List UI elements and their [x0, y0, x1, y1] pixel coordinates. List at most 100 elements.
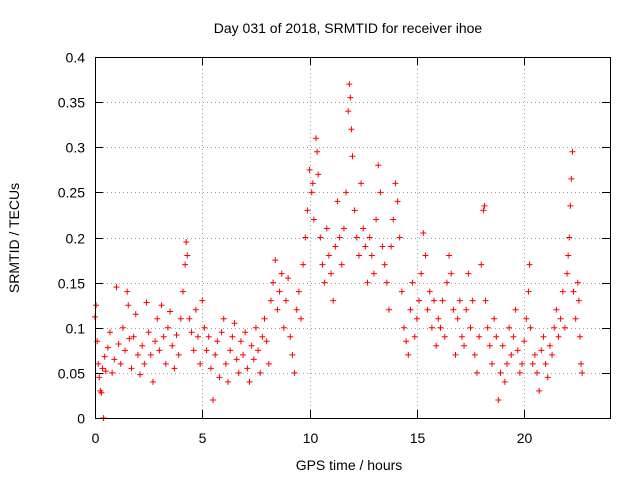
data-point	[330, 297, 337, 304]
data-point	[164, 324, 171, 331]
data-point	[416, 297, 423, 304]
data-point	[227, 347, 234, 354]
data-point	[128, 365, 135, 372]
data-point	[317, 234, 324, 241]
data-point	[248, 342, 255, 349]
data-point	[568, 175, 575, 182]
data-point	[171, 365, 178, 372]
data-point	[95, 360, 102, 367]
data-point	[126, 335, 133, 342]
data-point	[540, 333, 547, 340]
x-tick-label: 5	[199, 430, 207, 446]
data-point	[514, 347, 521, 354]
data-point	[134, 351, 141, 358]
data-point	[188, 329, 195, 336]
data-point	[122, 347, 129, 354]
data-point	[578, 360, 585, 367]
data-point	[250, 356, 257, 363]
data-point	[566, 234, 573, 241]
data-point	[407, 306, 414, 313]
data-point	[111, 356, 118, 363]
data-point	[130, 333, 137, 340]
data-point	[137, 371, 144, 378]
data-point	[405, 351, 412, 358]
data-point	[529, 360, 536, 367]
data-point	[516, 369, 523, 376]
axis-ticks: 0 0.05 0.1 0.15 0.2 0.25 0.3 0.35 0.4 0 5 10 15 20	[58, 50, 610, 446]
data-point	[358, 180, 365, 187]
data-point	[169, 342, 176, 349]
data-point	[579, 369, 586, 376]
data-point	[549, 351, 556, 358]
data-point	[413, 315, 420, 322]
data-point	[422, 252, 429, 259]
data-point	[506, 324, 513, 331]
data-point	[546, 342, 553, 349]
data-point	[403, 338, 410, 345]
data-point	[186, 315, 193, 322]
y-tick-label: 0.1	[66, 321, 86, 337]
data-point	[145, 329, 152, 336]
data-point	[255, 347, 262, 354]
data-point	[544, 374, 551, 381]
data-point	[463, 306, 470, 313]
data-point	[561, 324, 568, 331]
data-point	[495, 396, 502, 403]
data-point	[125, 302, 132, 309]
data-point	[233, 356, 240, 363]
data-point	[388, 243, 395, 250]
data-point	[237, 338, 244, 345]
data-point	[481, 202, 488, 209]
data-point	[267, 297, 274, 304]
data-point	[214, 338, 221, 345]
x-tick-label: 15	[410, 430, 426, 446]
data-point	[531, 351, 538, 358]
data-point	[222, 360, 229, 367]
data-point	[158, 302, 165, 309]
data-point	[259, 333, 266, 340]
data-point	[244, 365, 251, 372]
data-point	[381, 261, 388, 268]
data-point	[240, 351, 247, 358]
data-point	[542, 360, 549, 367]
data-point	[190, 347, 197, 354]
data-point	[304, 207, 311, 214]
data-point	[282, 297, 289, 304]
x-tick-label: 0	[92, 430, 100, 446]
data-point	[478, 261, 485, 268]
data-point	[420, 229, 427, 236]
data-point	[424, 306, 431, 313]
data-point	[323, 225, 330, 232]
data-point	[154, 315, 161, 322]
data-point	[306, 166, 313, 173]
data-point	[480, 207, 487, 214]
data-point	[461, 342, 468, 349]
data-point	[465, 270, 472, 277]
data-point	[115, 340, 122, 347]
data-point	[149, 378, 156, 385]
data-point	[433, 342, 440, 349]
data-point	[469, 297, 476, 304]
data-point	[325, 252, 332, 259]
data-point	[156, 347, 163, 354]
data-point	[179, 288, 186, 295]
data-point	[448, 270, 455, 277]
data-point	[332, 243, 339, 250]
data-point	[291, 369, 298, 376]
data-point	[231, 320, 238, 327]
data-point	[467, 324, 474, 331]
y-tick-label: 0	[77, 411, 85, 427]
chart-title: Day 031 of 2018, SRMTID for receiver iho…	[214, 20, 483, 36]
data-point	[321, 279, 328, 286]
data-point	[527, 324, 534, 331]
data-point	[373, 216, 380, 223]
data-point	[508, 351, 515, 358]
data-point	[426, 288, 433, 295]
data-point	[364, 279, 371, 286]
data-point	[519, 360, 526, 367]
data-point	[177, 315, 184, 322]
data-point	[99, 365, 106, 372]
data-point	[476, 333, 483, 340]
data-point	[147, 351, 154, 358]
data-point	[280, 324, 287, 331]
